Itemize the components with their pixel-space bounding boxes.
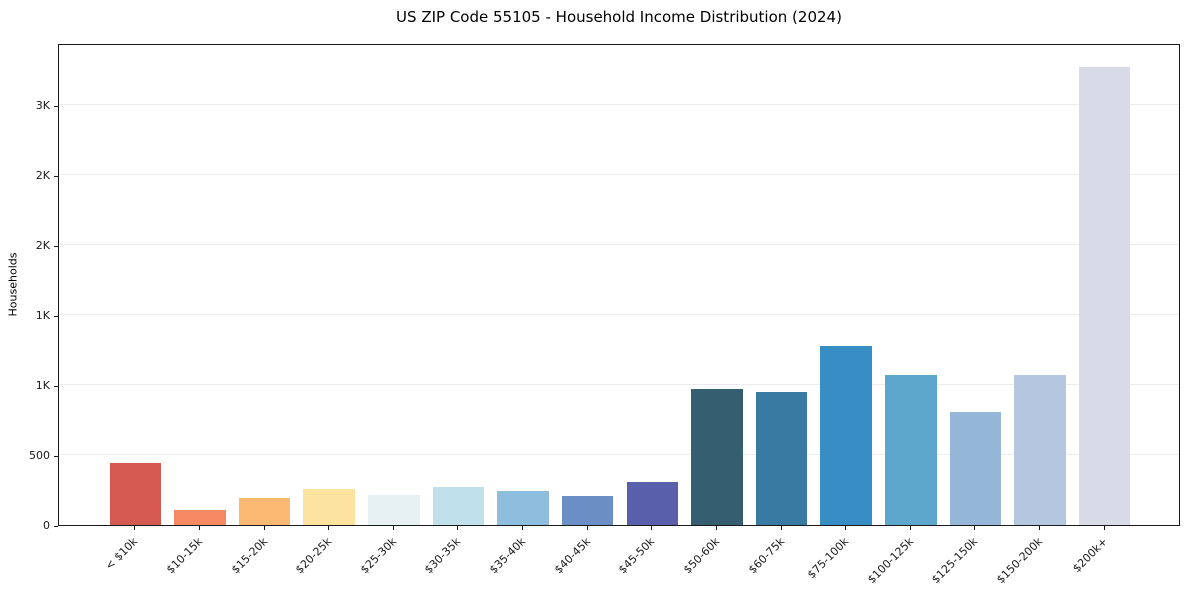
y-tick-label: 500 [29, 449, 50, 462]
y-tick-label: 0 [43, 519, 50, 532]
x-tick-mark [522, 526, 524, 530]
gridline [59, 314, 1179, 315]
bar-1 [109, 463, 162, 525]
x-tick-mark [586, 526, 588, 530]
bar-12 [820, 345, 872, 525]
bar-4 [303, 489, 355, 525]
gridline [59, 244, 1179, 245]
bar-3 [238, 497, 291, 525]
bar-7 [497, 490, 549, 525]
x-tick-mark [715, 526, 717, 530]
bar-8 [561, 496, 614, 525]
bar-15 [1014, 375, 1066, 525]
bar-11 [755, 392, 808, 525]
x-tick-mark [457, 526, 459, 530]
y-tick-mark [54, 316, 58, 317]
x-tick-mark [974, 526, 976, 530]
y-tick-label: 2K [35, 169, 50, 182]
y-tick-label: 1K [35, 379, 50, 392]
x-tick-mark [134, 526, 136, 530]
y-tick-mark [54, 176, 58, 177]
bar-14 [949, 412, 1002, 525]
plot-area [58, 44, 1180, 526]
bar-9 [626, 482, 679, 525]
x-tick-mark [263, 526, 265, 530]
y-tick-mark [54, 526, 58, 527]
y-tick-mark [54, 456, 58, 457]
x-tick-mark [1103, 526, 1105, 530]
x-tick-mark [845, 526, 847, 530]
x-tick-mark [909, 526, 911, 530]
bar-16 [1078, 67, 1131, 525]
x-tick-mark [198, 526, 200, 530]
y-tick-label: 1K [35, 309, 50, 322]
x-tick-mark [1039, 526, 1041, 530]
bar-6 [432, 487, 485, 525]
bar-10 [691, 388, 743, 525]
x-tick-label: < $10k [102, 535, 141, 573]
x-tick-mark [328, 526, 330, 530]
chart-title: US ZIP Code 55105 - Household Income Dis… [396, 8, 842, 26]
y-tick-mark [54, 386, 58, 387]
y-tick-mark [54, 106, 58, 107]
bar-2 [174, 509, 226, 525]
x-tick-mark [392, 526, 394, 530]
bar-5 [368, 494, 420, 525]
gridline [59, 104, 1179, 105]
y-tick-label: 2K [35, 239, 50, 252]
gridline [59, 384, 1179, 385]
x-tick-mark [780, 526, 782, 530]
bar-13 [885, 374, 937, 525]
x-tick-mark [651, 526, 653, 530]
y-tick-label: 3K [35, 99, 50, 112]
y-tick-mark [54, 246, 58, 247]
gridline [59, 174, 1179, 175]
gridline [59, 454, 1179, 455]
